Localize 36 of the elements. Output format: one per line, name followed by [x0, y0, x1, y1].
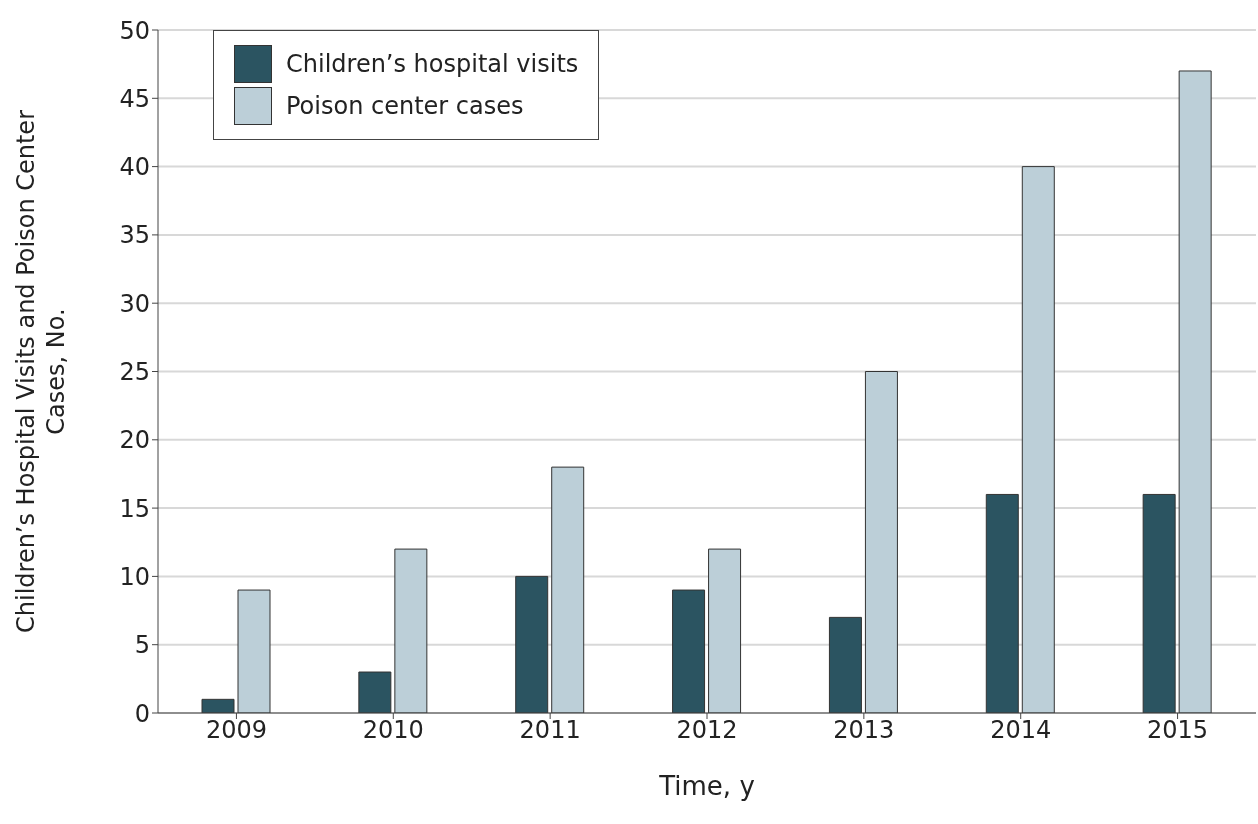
- y-tick-label: 40: [119, 153, 150, 182]
- bar: [672, 589, 706, 713]
- x-tick-label: 2010: [362, 716, 424, 745]
- bar: [1178, 70, 1212, 713]
- bar: [394, 548, 428, 713]
- y-tick-label: 5: [134, 631, 150, 660]
- y-tick-label: 0: [134, 699, 150, 728]
- x-tick-label: 2015: [1147, 716, 1209, 745]
- y-tick-label: 10: [119, 562, 150, 591]
- x-tick-label: 2011: [519, 716, 581, 745]
- y-tick-label: 15: [119, 494, 150, 523]
- legend-label: Poison center cases: [286, 92, 524, 120]
- bar: [515, 575, 549, 713]
- legend-label: Children’s hospital visits: [286, 50, 579, 78]
- y-tick-label: 25: [119, 358, 150, 387]
- bar: [864, 371, 898, 713]
- bar: [1021, 166, 1055, 713]
- bar: [201, 698, 235, 713]
- bar: [708, 548, 742, 713]
- bar: [828, 616, 862, 713]
- bar: [237, 589, 271, 713]
- y-axis-title: Children’s Hospital Visits and Poison Center Cases, No.: [12, 109, 70, 633]
- bar: [1142, 493, 1176, 713]
- y-tick-label: 35: [119, 221, 150, 250]
- bar: [358, 671, 392, 713]
- bar: [985, 493, 1019, 713]
- x-tick-label: 2014: [990, 716, 1052, 745]
- x-axis-title: Time, y: [658, 771, 755, 801]
- y-tick-label: 50: [119, 16, 150, 45]
- x-tick-label: 2013: [833, 716, 895, 745]
- bar: [551, 466, 585, 713]
- x-tick-label: 2009: [205, 716, 267, 745]
- y-tick-label: 45: [119, 84, 150, 113]
- y-tick-label: 20: [119, 426, 150, 455]
- x-tick-label: 2012: [676, 716, 738, 745]
- y-tick-label: 30: [119, 289, 150, 318]
